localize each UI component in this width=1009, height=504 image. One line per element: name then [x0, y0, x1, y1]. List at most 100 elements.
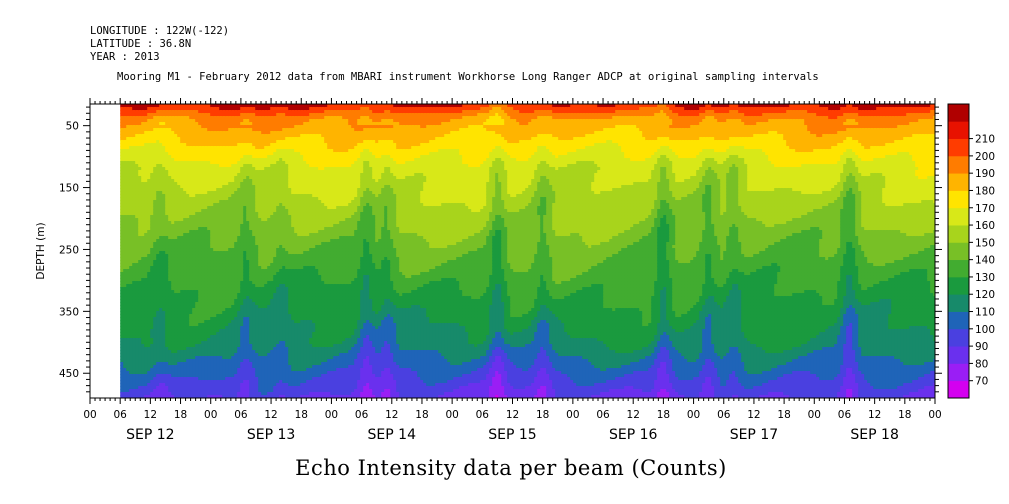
heatmap-cell: [132, 386, 136, 390]
heatmap-cell: [171, 230, 175, 234]
heatmap-cell: [147, 191, 151, 195]
heatmap-cell: [192, 377, 196, 381]
heatmap-cell: [249, 260, 253, 264]
heatmap-cell: [189, 245, 193, 249]
heatmap-cell: [204, 206, 208, 210]
heatmap-cell: [138, 125, 142, 129]
heatmap-cell: [243, 269, 247, 273]
heatmap-cell: [270, 377, 274, 381]
heatmap-cell: [222, 344, 226, 348]
heatmap-cell: [267, 158, 271, 162]
heatmap-cell: [183, 206, 187, 210]
heatmap-cell: [186, 197, 190, 201]
heatmap-cell: [132, 239, 136, 243]
heatmap-cell: [216, 173, 220, 177]
heatmap-cell: [174, 110, 178, 114]
heatmap-cell: [243, 140, 247, 144]
heatmap-cell: [162, 386, 166, 390]
heatmap-cell: [225, 245, 229, 249]
heatmap-cell: [255, 377, 259, 381]
heatmap-cell: [255, 305, 259, 309]
heatmap-cell: [159, 287, 163, 291]
heatmap-cell: [252, 236, 256, 240]
heatmap-cell: [237, 311, 241, 315]
heatmap-cell: [189, 233, 193, 237]
heatmap-cell: [237, 335, 241, 339]
heatmap-cell: [201, 284, 205, 288]
heatmap-cell: [270, 110, 274, 114]
heatmap-cell: [231, 227, 235, 231]
heatmap-cell: [225, 182, 229, 186]
heatmap-cell: [135, 125, 139, 129]
heatmap-cell: [219, 284, 223, 288]
heatmap-cell: [198, 329, 202, 333]
heatmap-cell: [150, 389, 154, 393]
heatmap-cell: [183, 203, 187, 207]
heatmap-cell: [207, 329, 211, 333]
heatmap-cell: [144, 137, 148, 141]
heatmap-cell: [198, 338, 202, 342]
heatmap-cell: [183, 233, 187, 237]
heatmap-cell: [141, 377, 145, 381]
heatmap-cell: [228, 197, 232, 201]
heatmap-cell: [210, 305, 214, 309]
heatmap-cell: [204, 299, 208, 303]
heatmap-cell: [228, 239, 232, 243]
heatmap-cell: [252, 392, 256, 396]
heatmap-cell: [207, 125, 211, 129]
heatmap-cell: [255, 251, 259, 255]
heatmap-cell: [222, 197, 226, 201]
heatmap-cell: [192, 305, 196, 309]
heatmap-cell: [150, 215, 154, 219]
heatmap-cell: [240, 119, 244, 123]
heatmap-cell: [267, 239, 271, 243]
heatmap-cell: [216, 254, 220, 258]
heatmap-cell: [168, 170, 172, 174]
heatmap-cell: [264, 218, 268, 222]
heatmap-cell: [225, 113, 229, 117]
heatmap-cell: [150, 107, 154, 111]
heatmap-cell: [219, 152, 223, 156]
heatmap-cell: [246, 320, 250, 324]
heatmap-cell: [141, 128, 145, 132]
heatmap-cell: [192, 257, 196, 261]
heatmap-cell: [267, 248, 271, 252]
heatmap-cell: [198, 383, 202, 387]
heatmap-cell: [231, 371, 235, 375]
heatmap-cell: [138, 350, 142, 354]
heatmap-cell: [120, 116, 124, 120]
heatmap-cell: [219, 161, 223, 165]
heatmap-cell: [234, 272, 238, 276]
heatmap-cell: [264, 140, 268, 144]
heatmap-cell: [150, 134, 154, 138]
heatmap-cell: [216, 248, 220, 252]
heatmap-cell: [192, 371, 196, 375]
heatmap-cell: [156, 224, 160, 228]
heatmap-cell: [258, 281, 262, 285]
heatmap-cell: [135, 302, 139, 306]
heatmap-cell: [156, 122, 160, 126]
heatmap-cell: [138, 395, 142, 399]
heatmap-cell: [123, 128, 127, 132]
heatmap-cell: [231, 170, 235, 174]
heatmap-cell: [189, 209, 193, 213]
heatmap-cell: [153, 392, 157, 396]
heatmap-cell: [183, 242, 187, 246]
heatmap-cell: [186, 317, 190, 321]
heatmap-cell: [144, 356, 148, 360]
heatmap-cell: [132, 131, 136, 135]
heatmap-cell: [174, 374, 178, 378]
heatmap-cell: [147, 260, 151, 264]
heatmap-cell: [147, 212, 151, 216]
heatmap-cell: [144, 359, 148, 363]
heatmap-cell: [249, 158, 253, 162]
heatmap-cell: [195, 197, 199, 201]
heatmap-cell: [159, 272, 163, 276]
heatmap-cell: [264, 161, 268, 165]
heatmap-cell: [189, 134, 193, 138]
heatmap-cell: [195, 296, 199, 300]
heatmap-cell: [231, 386, 235, 390]
heatmap-cell: [204, 395, 208, 399]
heatmap-cell: [123, 218, 127, 222]
heatmap-cell: [168, 149, 172, 153]
